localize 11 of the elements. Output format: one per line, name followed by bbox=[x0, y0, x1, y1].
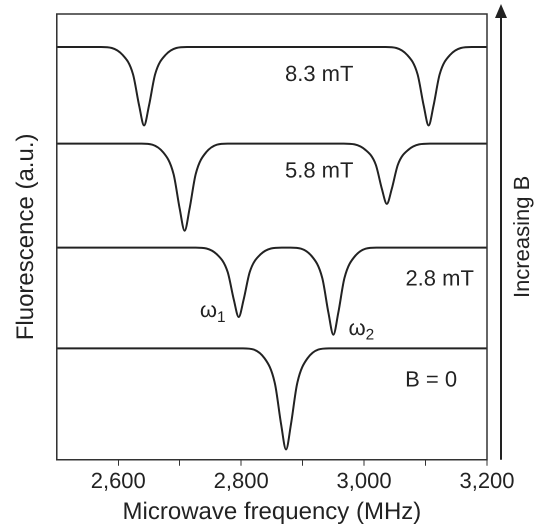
series-label: 2.8 mT bbox=[405, 266, 474, 291]
series-label: 8.3 mT bbox=[284, 61, 354, 86]
y-axis-title: Fluorescence (a.u.) bbox=[12, 134, 40, 340]
x-tick-label: 2,600 bbox=[90, 468, 146, 494]
x-tick-label: 3,200 bbox=[459, 468, 515, 494]
x-axis-title: Microwave frequency (MHz) bbox=[122, 498, 422, 526]
series-label: 5.8 mT bbox=[284, 158, 354, 183]
x-tick-label: 2,800 bbox=[214, 468, 269, 494]
series-label: B = 0 bbox=[405, 366, 458, 392]
x-tick-label: 3,000 bbox=[336, 468, 392, 494]
y2-axis-title: Increasing B bbox=[509, 176, 534, 298]
